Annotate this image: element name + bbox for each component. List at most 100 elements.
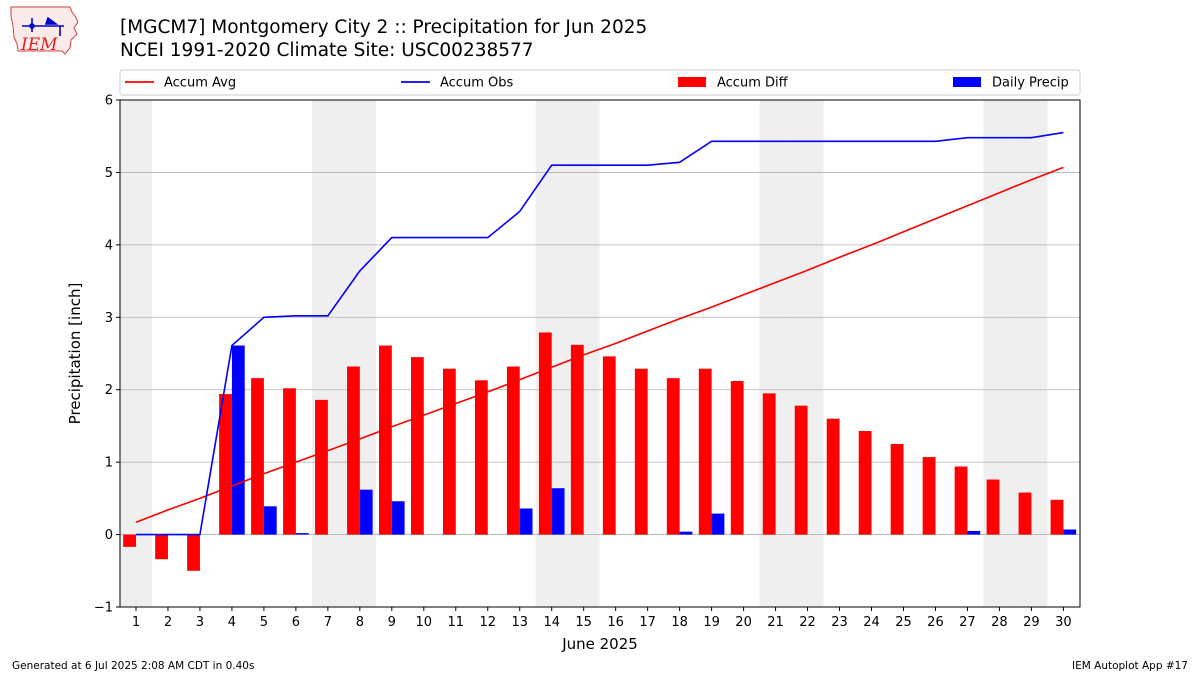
x-tick-label-3: 3 [196, 615, 204, 630]
x-tick-label-6: 6 [292, 615, 300, 630]
plot-frame [119, 99, 1081, 608]
accum-avg-line [135, 166, 1064, 524]
y-tick-label-3: 3 [105, 311, 113, 326]
x-tick-label-1: 1 [132, 615, 140, 630]
x-tick-label-19: 19 [703, 615, 720, 630]
legend-box [119, 69, 1081, 96]
x-tick-label-15: 15 [575, 615, 592, 630]
x-tick-label-29: 29 [1023, 615, 1040, 630]
accum-diff-bar-16 [602, 356, 616, 535]
x-tick-label-26: 26 [927, 615, 944, 630]
accum-diff-bar-23 [826, 418, 840, 535]
accum-diff-bar-27 [954, 466, 968, 535]
legend-label-1: Accum Avg [164, 76, 236, 91]
y-tick-label-5: 5 [105, 166, 113, 181]
weekend-shade-day-1 [120, 100, 152, 607]
legend-label-4: Daily Precip [992, 76, 1069, 91]
accum-diff-bar-24 [858, 430, 872, 535]
accum-diff-bar-5 [251, 378, 264, 535]
accum-diff-bar-19 [698, 368, 712, 535]
x-tick-label-16: 16 [607, 615, 624, 630]
bars [123, 332, 1077, 571]
accum-diff-bar-20 [730, 381, 744, 535]
footer-generated-text: Generated at 6 Jul 2025 2:08 AM CDT in 0… [12, 660, 255, 672]
accum-diff-bar-30 [1050, 499, 1064, 535]
x-tick-label-17: 17 [639, 615, 656, 630]
y-tick-label-6: 6 [105, 94, 113, 109]
x-tick-label-11: 11 [448, 615, 465, 630]
accum-diff-bar-9 [379, 345, 392, 535]
x-tick-label-20: 20 [735, 615, 752, 630]
accum-diff-bar-12 [474, 380, 488, 535]
x-tick-label-2: 2 [164, 615, 172, 630]
iowa-state-outline-icon [10, 6, 79, 55]
daily-precip-bar-14 [551, 488, 565, 535]
y-axis-label: Precipitation [inch] [66, 283, 84, 425]
logo-text: IEM [20, 35, 58, 55]
x-tick-label-25: 25 [895, 615, 912, 630]
lines [135, 131, 1064, 536]
y-axis: −1 0 1 2 3 4 5 6 [94, 94, 120, 616]
accum-diff-bar-14 [538, 332, 552, 535]
x-tick-label-4: 4 [228, 615, 236, 630]
daily-precip-bar-9 [391, 501, 405, 535]
accum-diff-bar-13 [506, 366, 520, 535]
accum-diff-bar-2 [155, 534, 168, 560]
daily-precip-bar-8 [359, 489, 373, 535]
daily-precip-bar-4 [231, 345, 245, 535]
y-tick-label--1: −1 [94, 601, 113, 616]
y-tick-label-4: 4 [105, 238, 113, 253]
footer-app-text: IEM Autoplot App #17 [1072, 660, 1188, 672]
accum-diff-bar-18 [666, 378, 680, 535]
accum-diff-bar-6 [283, 388, 296, 535]
daily-precip-bar-27 [967, 530, 981, 535]
daily-precip-bar-13 [519, 508, 533, 535]
iem-logo: IEM [10, 6, 79, 55]
daily-precip-bar-5 [263, 506, 277, 535]
x-axis-label: June 2025 [561, 635, 638, 653]
accum-diff-bar-29 [1018, 492, 1032, 535]
x-tick-label-14: 14 [543, 615, 560, 630]
x-tick-label-28: 28 [991, 615, 1008, 630]
legend-swatch-4 [953, 77, 981, 87]
x-tick-label-7: 7 [324, 615, 332, 630]
x-tick-label-23: 23 [831, 615, 848, 630]
x-tick-label-5: 5 [260, 615, 268, 630]
legend: Accum Avg Accum Obs Accum Diff Daily Precip [119, 69, 1081, 96]
accum-obs-line [136, 131, 1064, 536]
chart-subtitle: NCEI 1991-2020 Climate Site: USC00238577 [120, 40, 534, 61]
daily-precip-bar-6 [295, 533, 309, 535]
accum-diff-bar-3 [187, 534, 200, 571]
accum-diff-bar-8 [347, 366, 360, 535]
daily-precip-bar-19 [711, 513, 725, 535]
y-tick-label-2: 2 [105, 383, 113, 398]
accum-diff-bar-26 [922, 457, 936, 535]
x-tick-label-21: 21 [767, 615, 784, 630]
x-tick-label-13: 13 [511, 615, 528, 630]
x-tick-label-27: 27 [959, 615, 976, 630]
x-tick-label-18: 18 [671, 615, 688, 630]
daily-precip-bar-30 [1063, 529, 1077, 535]
accum-diff-bar-10 [411, 357, 424, 535]
accum-diff-bar-28 [986, 479, 1000, 535]
daily-precip-bar-18 [679, 531, 693, 535]
accum-diff-bar-17 [634, 368, 648, 535]
accum-diff-bar-15 [570, 344, 584, 535]
x-tick-label-9: 9 [388, 615, 396, 630]
accum-diff-bar-1 [123, 534, 136, 547]
y-tick-label-0: 0 [105, 528, 113, 543]
x-tick-label-22: 22 [799, 615, 816, 630]
accum-diff-bar-4 [219, 394, 232, 535]
accum-diff-bar-25 [890, 444, 904, 535]
x-tick-label-10: 10 [416, 615, 433, 630]
accum-diff-bar-21 [762, 393, 776, 535]
y-tick-label-1: 1 [105, 456, 113, 471]
x-axis: 1 2 3 4 5 6 7 8 9 10 11 12 13 14 15 16 17 18 19 20 21 22 23 24 2… [132, 607, 1072, 630]
accum-diff-bar-11 [442, 368, 456, 535]
accum-diff-bar-22 [794, 405, 808, 535]
x-tick-label-30: 30 [1055, 615, 1072, 630]
legend-label-3: Accum Diff [717, 76, 789, 91]
x-tick-label-12: 12 [479, 615, 496, 630]
x-tick-label-24: 24 [863, 615, 880, 630]
